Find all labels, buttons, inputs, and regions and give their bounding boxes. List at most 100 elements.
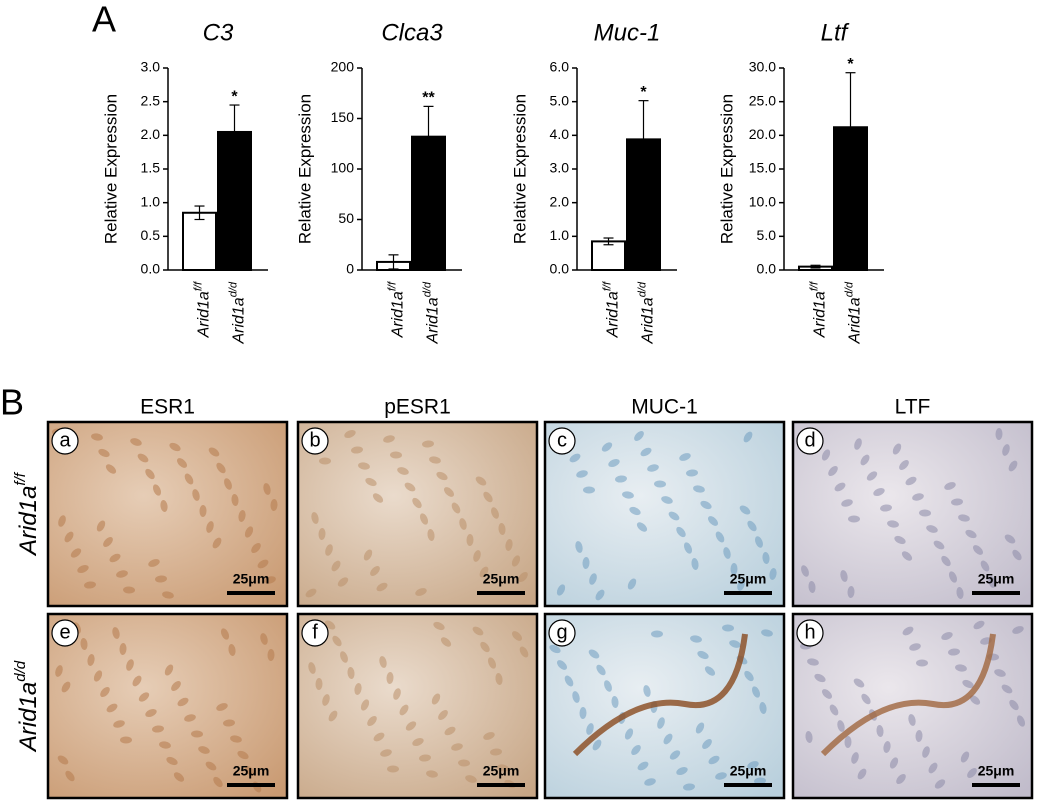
lumen	[572, 633, 748, 757]
x-tick-label: Arid1af/f	[192, 281, 212, 338]
nucleus	[405, 721, 417, 731]
nucleus	[337, 577, 349, 587]
nucleus	[65, 770, 75, 782]
nucleus	[575, 541, 583, 553]
nucleus	[708, 516, 718, 526]
nucleus	[1002, 444, 1010, 456]
nucleus	[390, 451, 402, 459]
nucleus	[87, 654, 95, 666]
nucleus	[155, 575, 167, 583]
nucleus	[912, 493, 924, 501]
nucleus	[192, 489, 200, 501]
nucleus	[245, 766, 255, 776]
scale-bar-label: 25μm	[483, 763, 520, 779]
nucleus	[270, 499, 278, 511]
nucleus	[237, 750, 249, 760]
scale-bar-label: 25μm	[730, 571, 767, 587]
category-label: Arid1a	[425, 297, 442, 344]
nucleus	[372, 493, 384, 503]
nucleus	[729, 640, 741, 648]
nucleus	[491, 507, 499, 519]
nucleus	[739, 505, 751, 515]
nucleus	[419, 513, 429, 525]
category-label: Arid1a	[812, 291, 829, 338]
nucleus	[683, 783, 695, 791]
nucleus	[808, 581, 816, 593]
row-label-sup: d/d	[12, 660, 29, 682]
scale-bar-label: 25μm	[233, 763, 270, 779]
panel-letter-circle	[796, 619, 824, 647]
nucleus	[113, 720, 125, 728]
nucleus	[393, 688, 401, 700]
nucleus	[206, 521, 214, 533]
nucleus	[426, 770, 438, 778]
nucleus	[657, 717, 665, 729]
nucleus	[1001, 684, 1013, 694]
nucleus	[162, 591, 174, 599]
nucleus	[661, 496, 673, 504]
nucleus	[743, 431, 753, 443]
nucleus	[861, 693, 871, 705]
nucleus	[608, 459, 620, 467]
nucleus	[263, 483, 271, 495]
y-tick-label: 25.0	[749, 92, 776, 108]
scale-bar-label: 25μm	[730, 763, 767, 779]
nucleus	[829, 704, 839, 716]
nucleus	[315, 678, 323, 690]
nucleus	[583, 486, 595, 494]
nucleus	[755, 536, 763, 548]
row-label: Arid1af/f	[12, 471, 42, 557]
chart-title: Muc-1	[594, 19, 661, 46]
y-axis-label: Relative Expression	[717, 94, 736, 244]
nucleus	[814, 673, 826, 683]
column-header: LTF	[895, 396, 931, 419]
panel-letter: h	[804, 621, 815, 643]
nucleus	[933, 540, 945, 550]
nucleus	[412, 738, 424, 746]
significance: *	[847, 56, 854, 73]
nucleus	[205, 761, 217, 771]
nucleus	[572, 691, 580, 703]
nucleus	[208, 447, 220, 457]
lumen	[820, 633, 996, 757]
nucleus	[894, 535, 906, 545]
nucleus	[919, 509, 931, 517]
panel-letter-circle	[51, 427, 79, 455]
nucleus	[55, 665, 63, 677]
nucleus	[332, 635, 342, 647]
nucleus	[944, 482, 956, 490]
nucleus	[216, 703, 228, 711]
nucleus	[928, 762, 938, 774]
y-axis-label: Relative Expression	[510, 94, 529, 244]
column-header: pESR1	[384, 396, 451, 419]
nucleus	[582, 557, 590, 569]
nucleus	[651, 630, 663, 638]
nucleus	[483, 732, 495, 740]
nucleus	[376, 582, 388, 592]
nucleus	[231, 494, 239, 506]
nucleus	[198, 746, 210, 754]
significance: *	[640, 84, 647, 101]
nucleus	[579, 707, 587, 719]
nucleus	[588, 649, 600, 659]
nucleus	[761, 629, 773, 637]
nucleus	[851, 752, 859, 764]
nucleus	[228, 644, 236, 656]
nucleus	[995, 428, 1003, 440]
nucleus	[511, 555, 521, 567]
y-tick-label: 0.0	[550, 261, 570, 277]
nucleus	[412, 497, 422, 509]
nucleus	[363, 549, 373, 561]
nucleus	[988, 576, 996, 588]
nucleus	[105, 464, 117, 474]
nucleus	[883, 741, 891, 753]
y-tick-label: 0.0	[141, 261, 161, 277]
nucleus	[116, 570, 128, 578]
nucleus	[754, 777, 766, 785]
nucleus	[459, 518, 467, 530]
nucleus	[962, 679, 974, 689]
nucleus	[880, 504, 892, 512]
nucleus	[744, 670, 754, 682]
nucleus	[1012, 626, 1024, 634]
panel-letter-circle	[301, 619, 329, 647]
